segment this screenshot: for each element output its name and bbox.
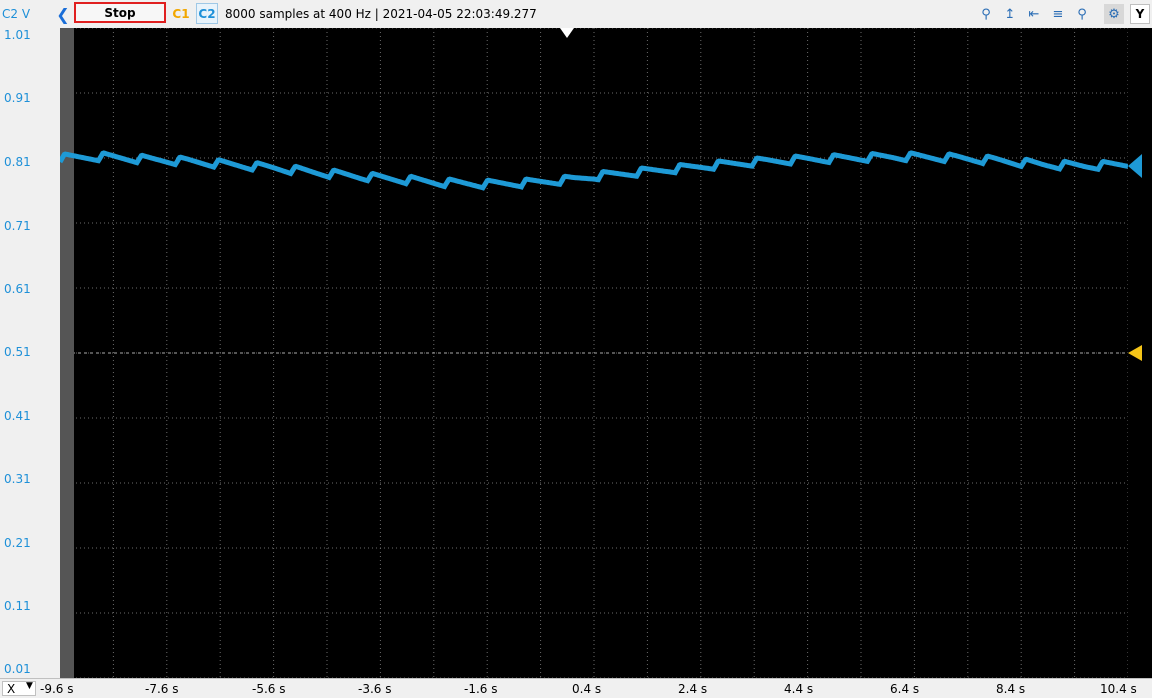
x-tick-label: -9.6 s: [40, 682, 74, 696]
channel-1-button[interactable]: C1: [172, 6, 190, 21]
chevron-down-icon[interactable]: ▼: [26, 681, 33, 691]
channel-2-button[interactable]: C2: [196, 3, 218, 24]
cursor-up-icon[interactable]: ↥: [1004, 6, 1016, 22]
y-axis-button[interactable]: Y: [1130, 4, 1150, 24]
y-tick-label: 0.71: [4, 219, 31, 233]
gear-icon[interactable]: ⚙: [1104, 4, 1124, 24]
search-icon[interactable]: ⚲: [1077, 6, 1087, 22]
x-axis-button[interactable]: X: [2, 681, 36, 696]
x-tick-label: 2.4 s: [678, 682, 708, 696]
x-tick-label: 8.4 s: [996, 682, 1026, 696]
x-tick-label: -1.6 s: [464, 682, 498, 696]
x-tick-label: -5.6 s: [252, 682, 286, 696]
chevron-left-icon: ❮: [56, 4, 70, 24]
y-tick-label: 0.91: [4, 91, 31, 105]
y-tick-label: 0.41: [4, 409, 31, 423]
y-tick-label: 0.51: [4, 345, 31, 359]
zoom-icon[interactable]: ⚲: [981, 6, 991, 22]
cursor-level-icon[interactable]: ⇤: [1028, 6, 1040, 22]
x-tick-label: 0.4 s: [572, 682, 602, 696]
pretrigger-bar: [60, 28, 74, 678]
x-tick-label: 10.4 s: [1100, 682, 1137, 696]
trigger-time-marker[interactable]: [560, 28, 574, 38]
acquisition-info: 8000 samples at 400 Hz | 2021-04-05 22:0…: [225, 7, 537, 21]
y-tick-label: 0.11: [4, 599, 31, 613]
x-tick-label: 6.4 s: [890, 682, 920, 696]
channel-label: C2 V: [2, 7, 31, 21]
x-tick-label: -3.6 s: [358, 682, 392, 696]
y-tick-label: 0.31: [4, 472, 31, 486]
y-tick-label: 0.01: [4, 662, 31, 676]
y-tick-label: 0.81: [4, 155, 31, 169]
y-tick-label: 1.01: [4, 28, 31, 42]
stop-button[interactable]: Stop: [74, 2, 166, 23]
x-tick-label: 4.4 s: [784, 682, 814, 696]
y-axis: 1.01 0.91 0.81 0.71 0.61 0.51 0.41 0.31 …: [0, 28, 60, 678]
back-button[interactable]: ❮: [54, 4, 72, 24]
cursor-lines-icon[interactable]: ≡: [1052, 6, 1064, 22]
waveform-plot[interactable]: [57, 27, 1129, 679]
c2-trace: [57, 150, 1129, 191]
c2-level-marker[interactable]: [1128, 154, 1142, 178]
trigger-level-marker[interactable]: [1128, 345, 1142, 361]
toolbar: C2 V ❮ Stop C1 C2 8000 samples at 400 Hz…: [0, 0, 1152, 29]
right-marker-strip: [1128, 28, 1152, 678]
x-tick-label: -7.6 s: [145, 682, 179, 696]
y-tick-label: 0.21: [4, 536, 31, 550]
x-axis: X ▼ -9.6 s -7.6 s -5.6 s -3.6 s -1.6 s 0…: [0, 678, 1152, 698]
y-tick-label: 0.61: [4, 282, 31, 296]
plot-area[interactable]: [57, 27, 1129, 679]
